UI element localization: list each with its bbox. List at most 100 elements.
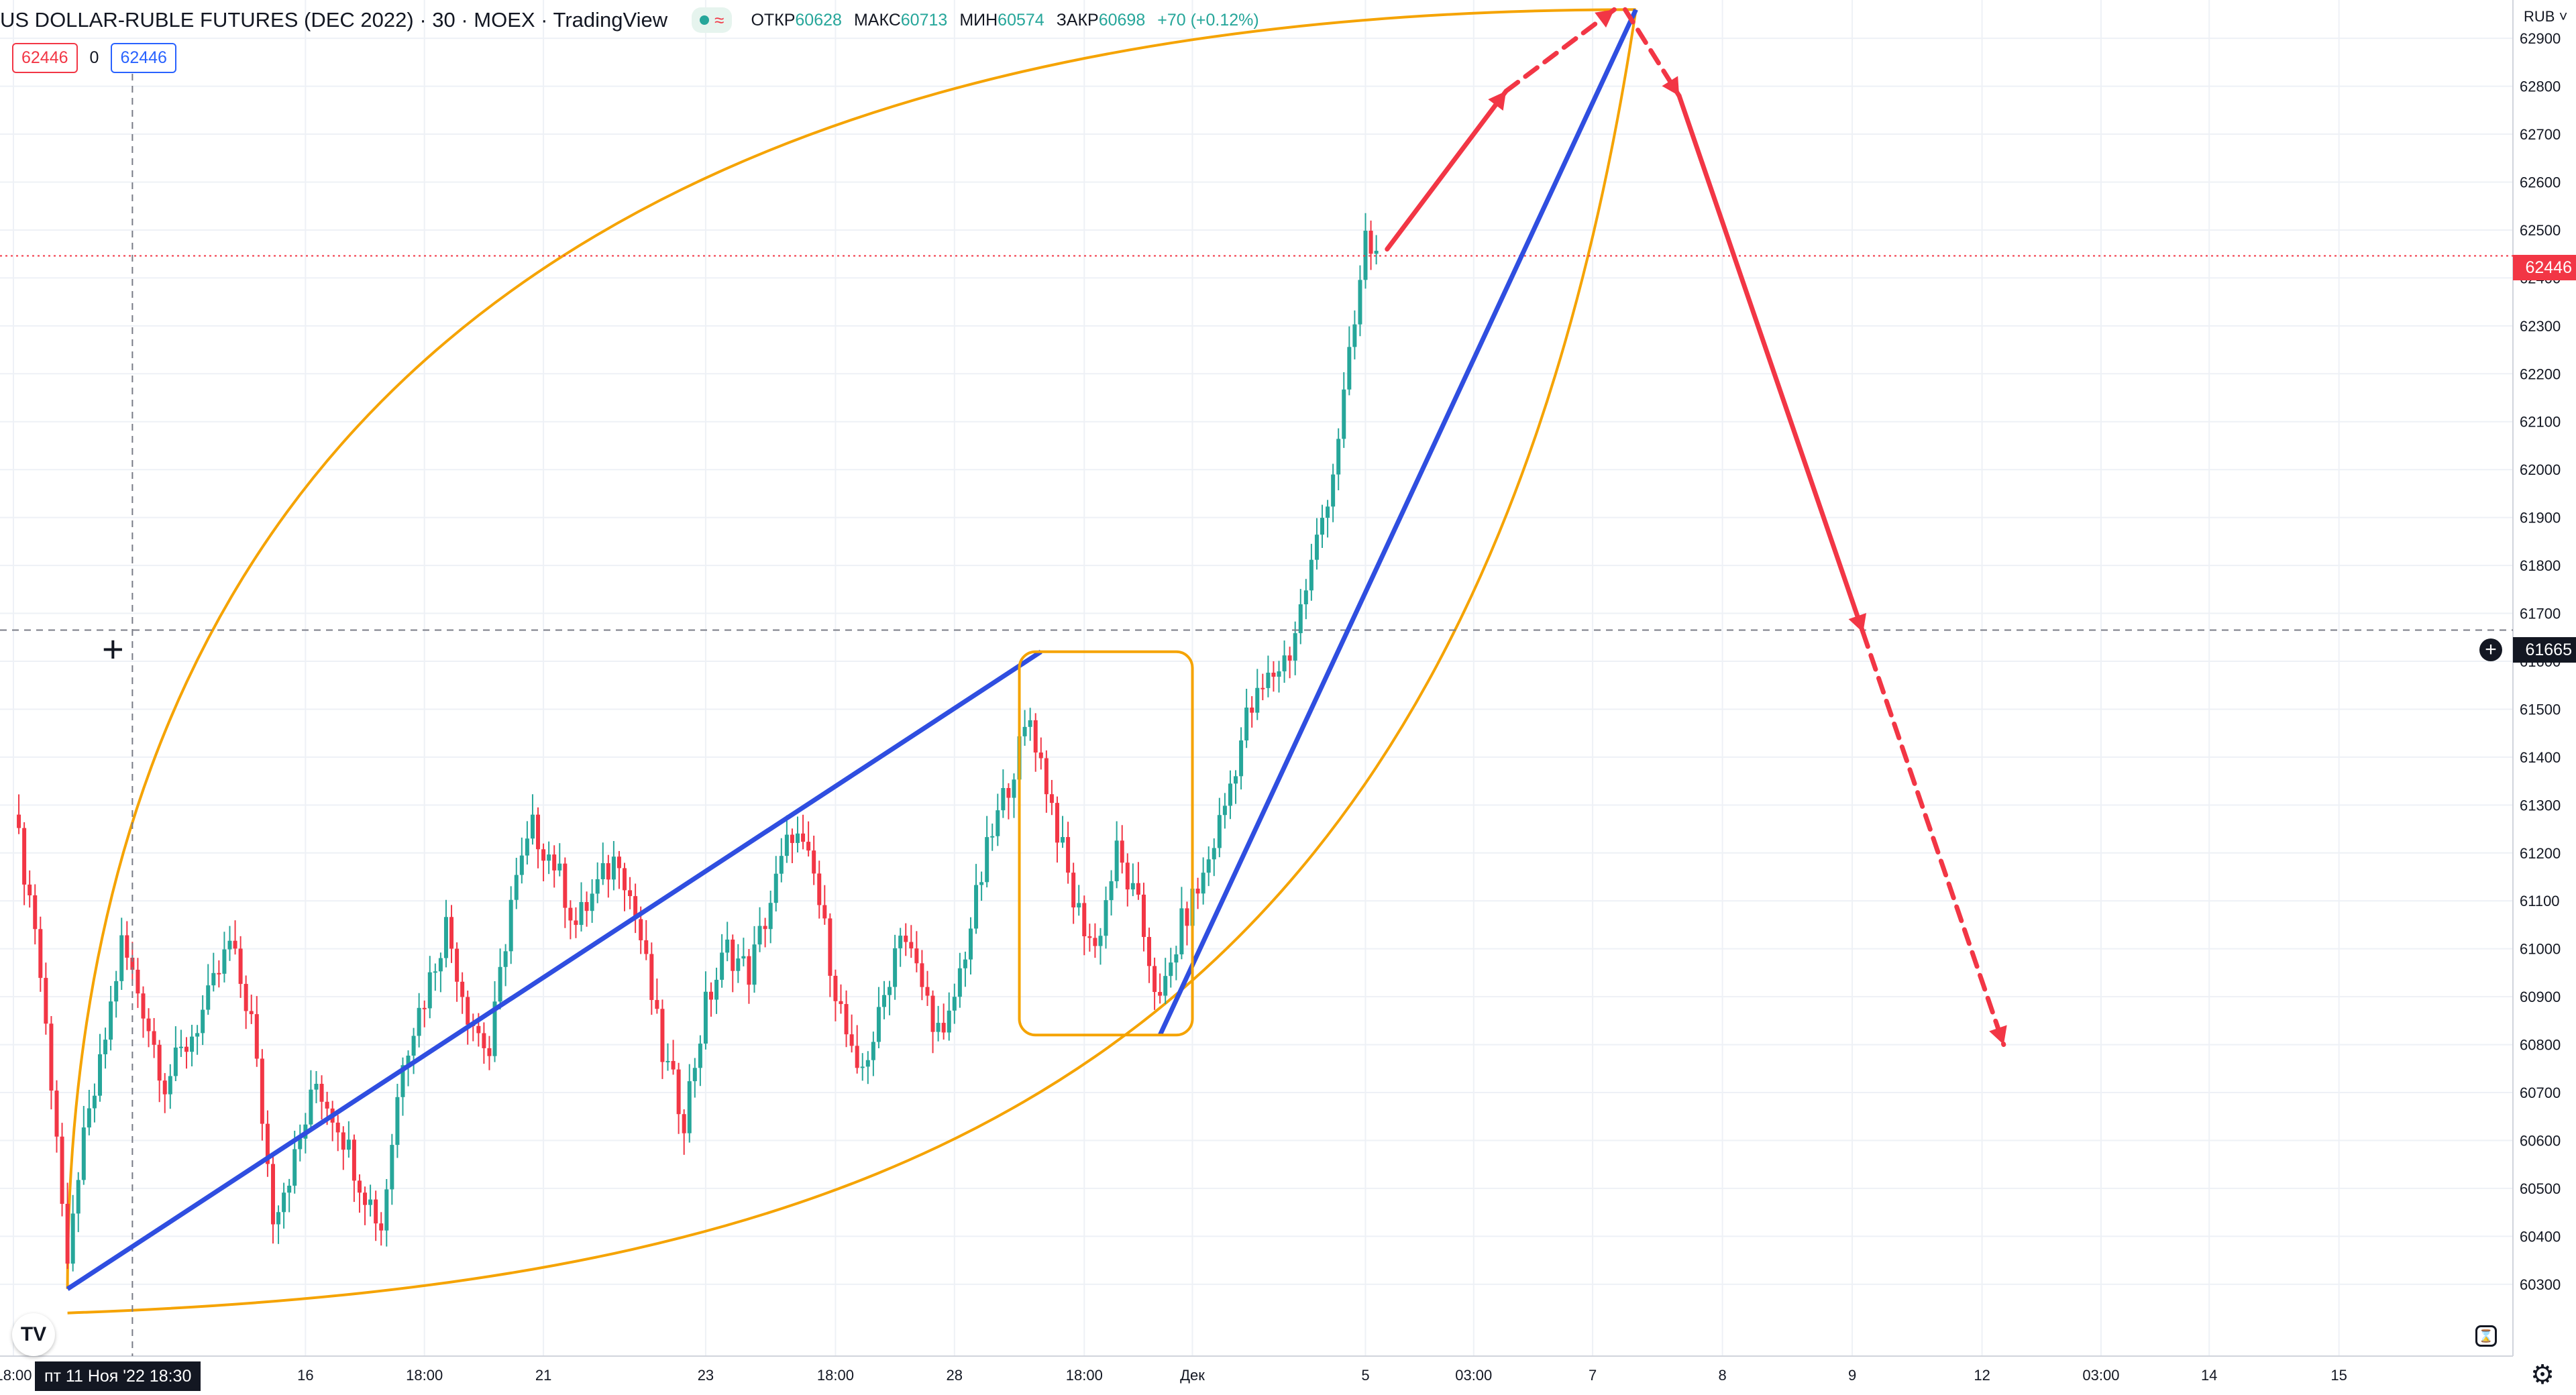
- candle-body: [265, 1123, 270, 1164]
- close-value: 60698: [1098, 10, 1146, 30]
- x-tick-label: 8: [1718, 1367, 1726, 1384]
- candle-body: [1055, 803, 1059, 843]
- close-label: ЗАКР: [1056, 10, 1099, 30]
- x-tick-label: 18:00: [1066, 1367, 1103, 1384]
- sell-badge[interactable]: 62446: [12, 43, 78, 73]
- candle-body: [1266, 672, 1271, 688]
- candle-body: [1061, 837, 1065, 843]
- currency-label: RUB: [2524, 8, 2555, 25]
- currency-selector[interactable]: RUB ˅: [2524, 8, 2568, 25]
- candle-body: [1239, 740, 1244, 777]
- timezone-icon[interactable]: ⌛: [2475, 1325, 2497, 1347]
- candle-body: [904, 936, 908, 942]
- candle-body: [195, 1033, 200, 1037]
- open-label: ОТКР: [751, 10, 796, 30]
- add-alert-plus-icon[interactable]: +: [2479, 638, 2502, 661]
- y-tick-label: 62200: [2520, 366, 2561, 382]
- x-tick-label: 21: [535, 1367, 551, 1384]
- candle-body: [162, 1080, 167, 1095]
- candle-body: [287, 1185, 292, 1193]
- candle-body: [595, 879, 600, 894]
- candle-body: [173, 1047, 178, 1076]
- candle-body: [541, 849, 546, 861]
- candle-body: [682, 1114, 686, 1133]
- trend-line: [66, 649, 1042, 1291]
- candle-body: [606, 863, 610, 880]
- candle-body: [1169, 962, 1173, 976]
- candle-body: [557, 863, 562, 871]
- candle-body: [893, 948, 898, 987]
- candle-body: [925, 987, 930, 996]
- spread-value: 0: [89, 48, 99, 67]
- candle-body: [49, 1023, 54, 1091]
- candle-body: [768, 903, 773, 930]
- candle-body: [600, 863, 605, 879]
- candle-body: [628, 890, 633, 897]
- candle-body: [130, 957, 135, 970]
- candle-body: [855, 1046, 859, 1068]
- candle-body: [757, 926, 762, 945]
- candle-body: [763, 926, 767, 930]
- candle-body: [157, 1044, 162, 1081]
- candle-body: [92, 1095, 97, 1109]
- candle-body: [633, 896, 638, 919]
- market-status[interactable]: ≈: [692, 7, 733, 33]
- candle-body: [979, 882, 984, 885]
- forecast-arrow-line: [1385, 89, 1509, 252]
- candle-body: [623, 868, 627, 891]
- candle-body: [547, 854, 551, 861]
- candle-body: [1195, 888, 1200, 894]
- candle-body: [1141, 894, 1146, 938]
- x-tick-label: 18:00: [817, 1367, 854, 1384]
- candle-body: [1120, 840, 1124, 863]
- y-tick-label: 61300: [2520, 797, 2561, 814]
- candle-body: [1163, 976, 1168, 996]
- candle-body: [1152, 966, 1157, 993]
- candle-body: [395, 1097, 400, 1146]
- lower-arc-curve: [67, 9, 1638, 1315]
- candle-body: [476, 1025, 481, 1034]
- candle-body: [97, 1054, 102, 1096]
- candle-body: [579, 902, 584, 926]
- candle-body: [482, 1033, 486, 1048]
- candle-body: [270, 1164, 275, 1225]
- candle-body: [525, 838, 529, 856]
- candle-body: [584, 902, 589, 911]
- candle-body: [1001, 788, 1006, 811]
- symbol-title[interactable]: US DOLLAR-RUBLE FUTURES (DEC 2022) · 30 …: [0, 8, 668, 32]
- candle-body: [909, 942, 914, 949]
- candle-body: [784, 834, 789, 856]
- candle-body: [514, 875, 519, 900]
- candle-body: [498, 966, 502, 1002]
- y-tick-label: 60900: [2520, 989, 2561, 1005]
- y-tick-label: 60400: [2520, 1228, 2561, 1245]
- candle-body: [1228, 783, 1232, 806]
- y-tick-label: 62800: [2520, 78, 2561, 95]
- candle-body: [996, 810, 1000, 836]
- candle-body: [1331, 474, 1336, 507]
- candle-body: [352, 1139, 356, 1181]
- candle-body: [1104, 900, 1108, 936]
- candle-body: [146, 1018, 151, 1031]
- candle-body: [1277, 671, 1281, 677]
- candle-body: [1212, 848, 1216, 860]
- y-tick-label: 60700: [2520, 1084, 2561, 1101]
- buy-badge[interactable]: 62446: [111, 43, 176, 73]
- tradingview-logo-icon[interactable]: TV: [12, 1313, 55, 1356]
- candle-body: [1374, 250, 1379, 254]
- candle-body: [406, 1056, 411, 1066]
- candle-body: [341, 1132, 345, 1150]
- forecast-arrow-line: [1676, 93, 1866, 635]
- y-tick-label: 62100: [2520, 414, 2561, 431]
- candle-body: [725, 939, 730, 953]
- candle-body: [390, 1145, 394, 1190]
- candle-body: [947, 1010, 951, 1033]
- gear-icon[interactable]: ⚙: [2530, 1360, 2555, 1390]
- candle-body: [222, 949, 227, 974]
- candle-body: [28, 884, 32, 895]
- candle-body: [655, 1000, 659, 1009]
- candle-body: [871, 1042, 875, 1060]
- candle-body: [65, 1203, 70, 1264]
- candle-body: [292, 1149, 297, 1186]
